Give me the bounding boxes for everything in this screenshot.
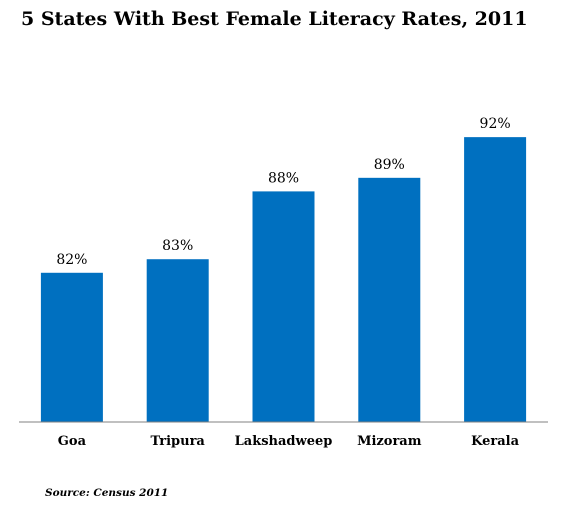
category-label-tripura: Tripura <box>151 434 206 449</box>
category-label-lakshadweep: Lakshadweep <box>235 434 333 449</box>
data-label-goa: 82% <box>56 252 87 268</box>
category-label-mizoram: Mizoram <box>357 434 422 449</box>
data-labels-group: 82% 83% 88% 89% 92% <box>56 116 510 268</box>
category-labels-group: Goa Tripura Lakshadweep Mizoram Kerala <box>58 434 520 449</box>
chart-title: 5 States With Best Female Literacy Rates… <box>21 8 528 30</box>
data-label-kerala: 92% <box>480 116 511 132</box>
data-label-tripura: 83% <box>162 238 193 254</box>
data-label-mizoram: 89% <box>374 157 405 173</box>
source-note: Source: Census 2011 <box>45 487 169 499</box>
category-label-kerala: Kerala <box>471 434 519 449</box>
bar-tripura <box>146 259 209 422</box>
data-label-lakshadweep: 88% <box>268 170 299 186</box>
bar-mizoram <box>358 177 421 422</box>
bars-group <box>40 137 527 422</box>
bar-kerala <box>464 137 527 422</box>
bar-lakshadweep <box>252 191 315 422</box>
bar-goa <box>40 272 103 422</box>
category-label-goa: Goa <box>58 434 87 449</box>
